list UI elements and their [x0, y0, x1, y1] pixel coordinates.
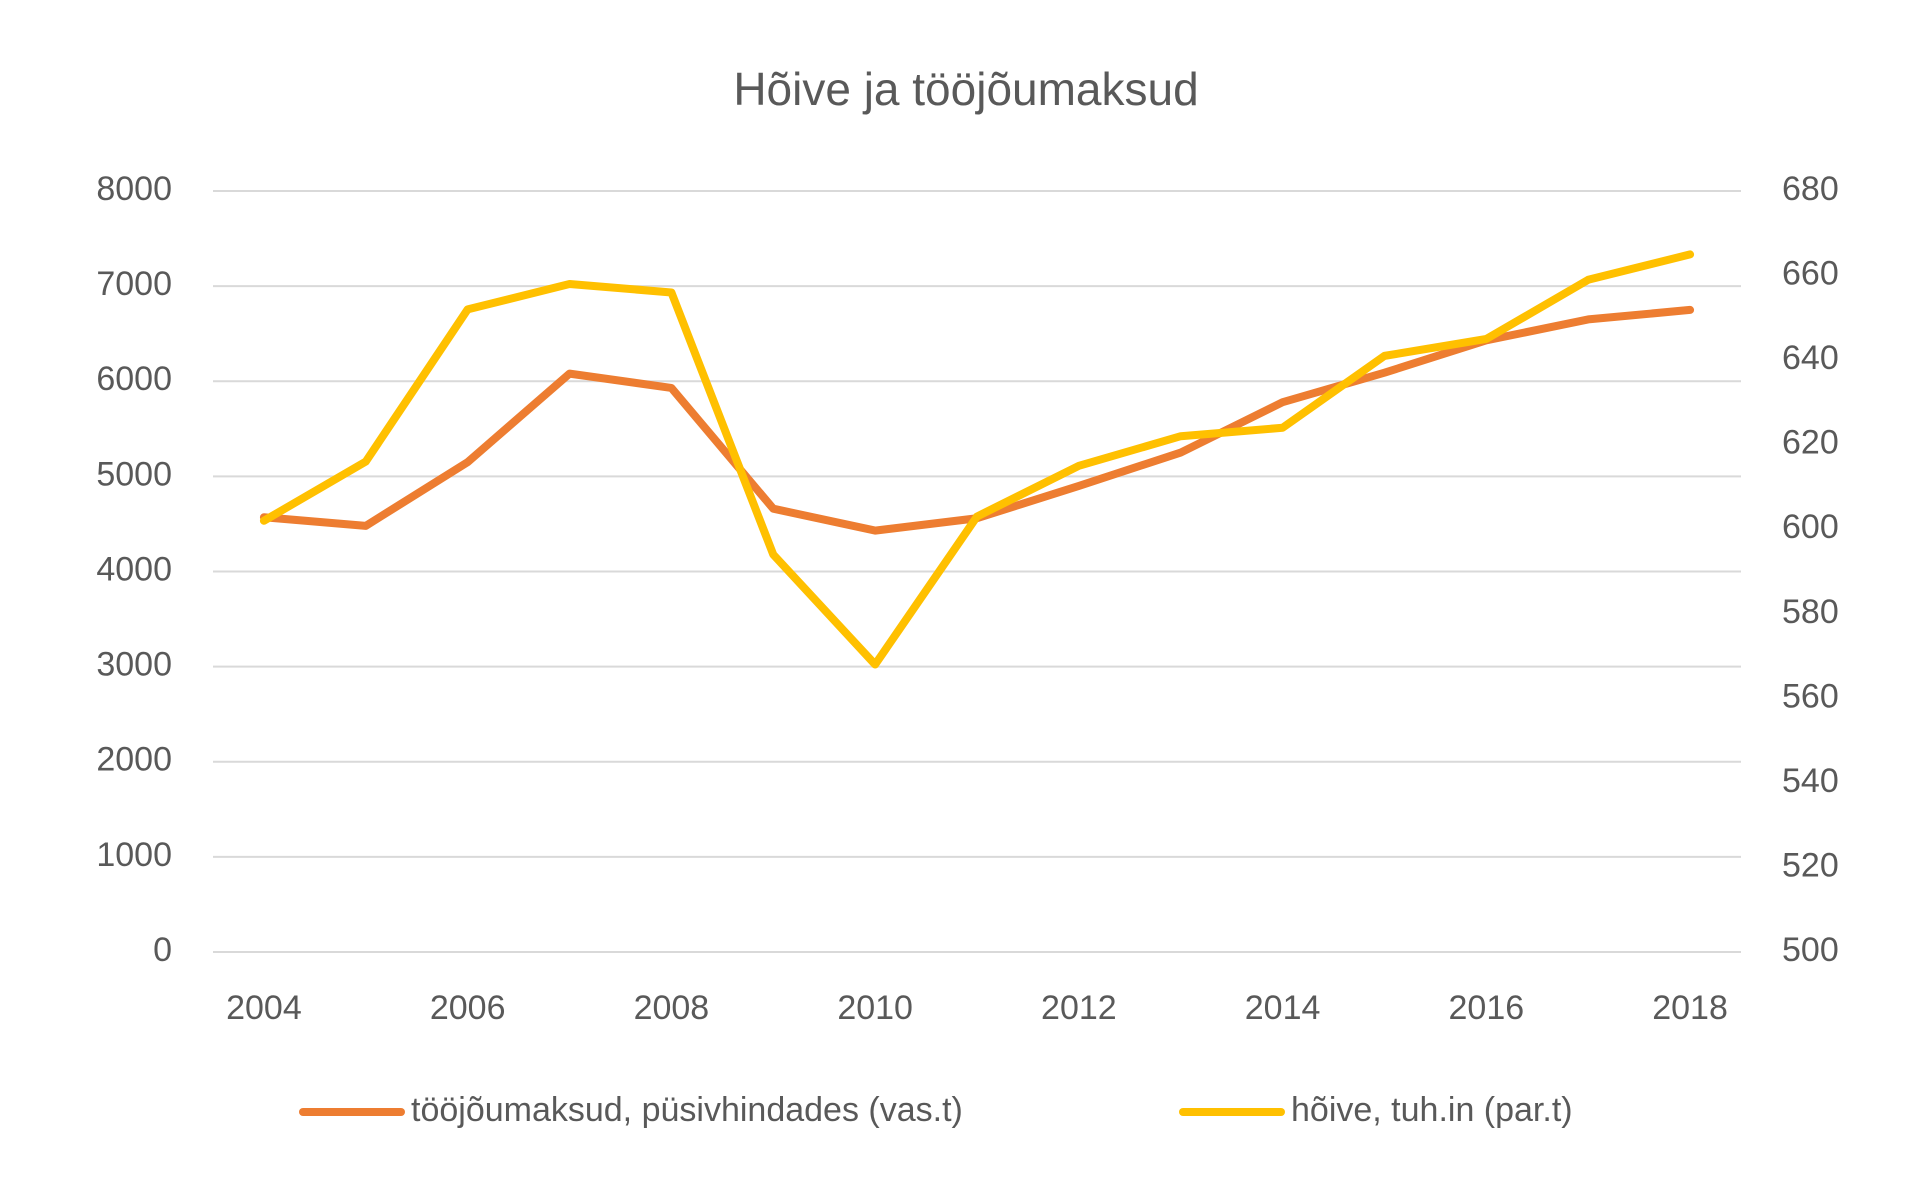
y-tick-label: 2000: [96, 741, 172, 779]
y-tick-label: 1000: [96, 836, 172, 874]
y2-tick-label: 620: [1782, 424, 1839, 462]
legend-label: hõive, tuh.in (par.t): [1291, 1091, 1573, 1129]
x-tick-label: 2014: [1245, 989, 1321, 1027]
y-tick-label: 7000: [96, 265, 172, 303]
x-tick-label: 2004: [226, 989, 302, 1027]
series-line: [259, 250, 1695, 669]
y-tick-label: 5000: [96, 455, 172, 493]
y2-tick-label: 680: [1782, 170, 1839, 208]
y2-tick-label: 640: [1782, 339, 1839, 377]
y-tick-label: 6000: [96, 360, 172, 398]
y2-tick-label: 540: [1782, 762, 1839, 800]
x-tick-label: 2006: [430, 989, 506, 1027]
y-tick-label: 4000: [96, 550, 172, 588]
y-tick-label: 0: [153, 931, 172, 969]
x-tick-label: 2008: [634, 989, 710, 1027]
y2-tick-label: 660: [1782, 255, 1839, 293]
y-tick-label: 3000: [96, 646, 172, 684]
y2-tick-label: 580: [1782, 593, 1839, 631]
chart-title: Hõive ja tööjõumaksud: [733, 63, 1198, 115]
x-tick-label: 2012: [1041, 989, 1117, 1027]
x-tick-label: 2018: [1652, 989, 1728, 1027]
legend-label: tööjõumaksud, püsivhindades (vas.t): [411, 1091, 963, 1129]
x-tick-label: 2016: [1449, 989, 1525, 1027]
y2-tick-label: 500: [1782, 931, 1839, 969]
y2-tick-label: 520: [1782, 846, 1839, 884]
x-tick-label: 2010: [837, 989, 913, 1027]
y-tick-label: 8000: [96, 170, 172, 208]
y2-tick-label: 600: [1782, 508, 1839, 546]
y2-tick-label: 560: [1782, 677, 1839, 715]
